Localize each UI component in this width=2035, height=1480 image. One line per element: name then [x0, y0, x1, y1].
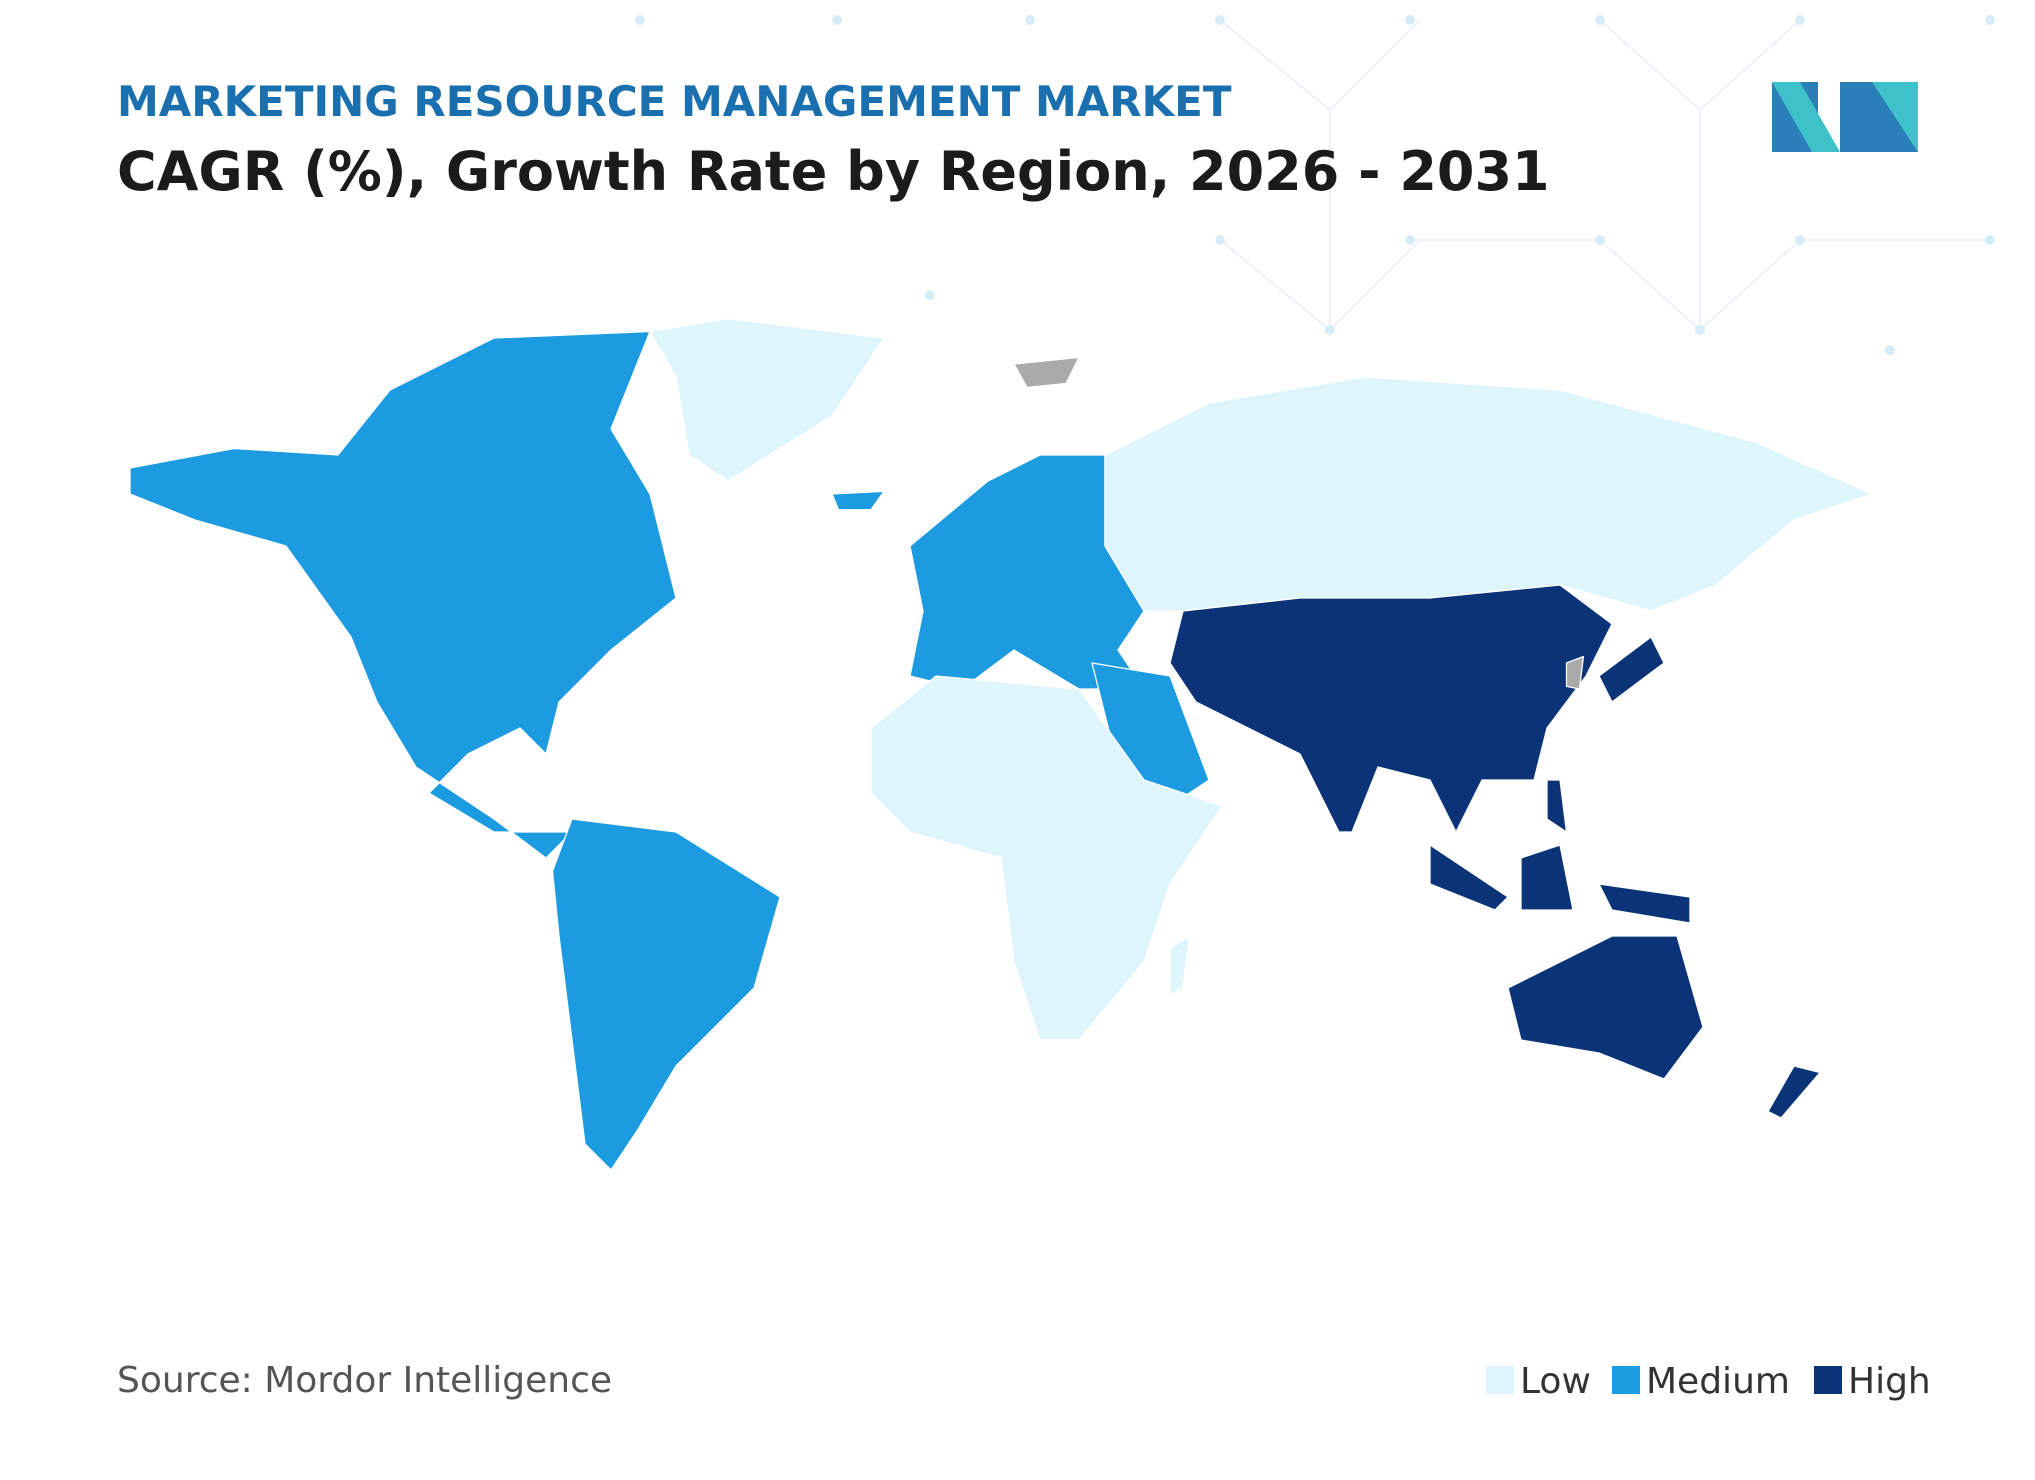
- legend-swatch: [1486, 1366, 1514, 1394]
- philippines: [1546, 779, 1568, 833]
- source: Source: Mordor Intelligence: [117, 1360, 612, 1401]
- background-pattern: [635, 15, 1995, 355]
- borneo: [1520, 844, 1574, 911]
- new-guinea: [1598, 883, 1691, 924]
- new-zealand: [1767, 1065, 1821, 1119]
- madagascar: [1169, 935, 1191, 996]
- legend-swatch: [1814, 1366, 1842, 1394]
- asia: [1169, 584, 1613, 833]
- legend-swatch: [1612, 1366, 1640, 1394]
- world-map: [129, 317, 1873, 1171]
- sumatra: [1429, 844, 1509, 911]
- legend: Low Medium High: [1486, 1361, 1931, 1402]
- iceland: [831, 490, 885, 511]
- australia: [1507, 935, 1704, 1080]
- subtitle: CAGR (%), Growth Rate by Region, 2026 - …: [117, 140, 1550, 203]
- japan: [1598, 636, 1665, 703]
- svalbard: [1013, 356, 1080, 389]
- south-america: [551, 818, 781, 1171]
- legend-label: High: [1848, 1361, 1931, 1402]
- legend-label: Medium: [1646, 1361, 1790, 1402]
- korea: [1565, 655, 1585, 690]
- logo: [1772, 82, 1918, 152]
- legend-label: Low: [1520, 1361, 1591, 1402]
- africa: [870, 675, 1223, 1041]
- north-america: [129, 330, 677, 859]
- title: MARKETING RESOURCE MANAGEMENT MARKET: [117, 77, 1232, 126]
- russia: [1104, 376, 1873, 612]
- greenland: [649, 317, 885, 482]
